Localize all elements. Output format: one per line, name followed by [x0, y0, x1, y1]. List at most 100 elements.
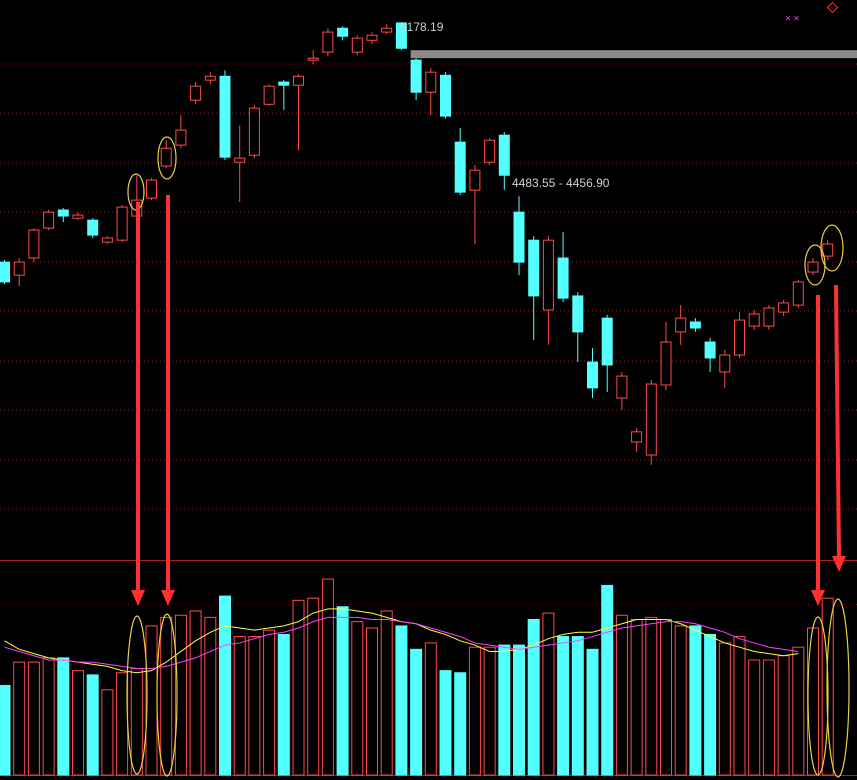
volume-bar — [586, 648, 599, 776]
candle-body — [616, 375, 628, 399]
volume-bar — [145, 625, 158, 776]
volume-bar — [601, 584, 614, 776]
arrowhead — [811, 590, 825, 606]
candle-body — [116, 206, 128, 241]
candle-body — [734, 319, 745, 356]
volume-bar — [498, 644, 511, 776]
candle-body — [190, 85, 202, 101]
candle-body — [13, 261, 25, 276]
volume-bar — [718, 642, 731, 776]
volume-bar — [748, 659, 761, 776]
candle-body — [689, 321, 701, 329]
volume-bar — [689, 625, 702, 776]
volume-bar — [542, 612, 555, 776]
volume-bar — [27, 661, 40, 776]
candle-body — [101, 237, 113, 243]
volume-bar — [174, 614, 187, 776]
candle-body — [395, 22, 407, 49]
candle-body — [792, 281, 804, 306]
volume-bar — [292, 599, 305, 776]
candle-body — [57, 209, 69, 217]
candle-body — [293, 75, 304, 86]
volume-bar — [557, 636, 570, 776]
candle-body — [160, 147, 172, 167]
volume-bar — [336, 606, 349, 776]
candle-body — [587, 361, 598, 389]
candle-body — [337, 27, 349, 37]
candle-body — [704, 341, 716, 359]
volume-bar — [277, 633, 290, 776]
arrowheads — [131, 556, 846, 606]
volume-bar — [792, 646, 805, 776]
volume-bar — [233, 636, 246, 776]
max-high-label: 5178.19 — [400, 20, 444, 34]
volume-bar — [263, 629, 276, 776]
arrows — [136, 195, 841, 592]
candle-body — [234, 157, 246, 163]
volume-bar — [777, 655, 790, 776]
volume-bar — [630, 619, 643, 776]
candle-body — [351, 37, 363, 53]
volume-bar — [468, 646, 481, 776]
volume-bar — [454, 672, 467, 776]
volume-bar — [160, 616, 173, 776]
candle-body — [175, 129, 187, 146]
candle-body — [87, 219, 99, 236]
volume-bar — [351, 621, 364, 776]
volume-bar — [733, 636, 746, 776]
highlight-ellipse — [157, 136, 177, 180]
volume-bar — [704, 633, 717, 776]
candle-body — [763, 307, 775, 327]
candle-body — [469, 169, 481, 191]
candle-body — [146, 179, 157, 199]
marker: × × — [785, 14, 800, 25]
volume-bar — [86, 674, 99, 776]
volume-bar — [615, 614, 628, 776]
volume-bar — [307, 597, 320, 776]
volume-bar — [807, 627, 819, 776]
highlight-ellipse — [126, 615, 148, 775]
volume-bar — [130, 668, 143, 776]
candle-body — [542, 239, 554, 311]
candle-body — [278, 81, 290, 86]
candle-body — [454, 141, 466, 193]
candle-body — [557, 257, 569, 299]
volume-bar — [0, 685, 11, 776]
candle-body — [43, 211, 55, 229]
candle-body — [307, 57, 319, 61]
volume-bar — [321, 578, 334, 776]
candle-body — [248, 107, 260, 156]
candle-body — [72, 214, 84, 219]
volume-bar — [101, 689, 114, 776]
volume-bar — [674, 625, 687, 776]
candle-body — [28, 229, 40, 259]
candle-body — [425, 71, 437, 93]
volume-bar — [424, 642, 437, 776]
candle-body — [660, 341, 672, 386]
annotations — [126, 136, 850, 778]
highlight-ellipse — [156, 613, 178, 777]
volume-bar — [366, 627, 378, 776]
volume-bar — [513, 644, 525, 776]
candle-body — [778, 302, 790, 313]
volume-bar — [13, 661, 26, 776]
candle-body — [263, 85, 275, 105]
volume-bar — [395, 625, 408, 776]
candle-body — [631, 431, 643, 443]
volume-bar — [410, 648, 423, 776]
candle-body — [807, 261, 819, 273]
highlight-ellipse — [820, 224, 844, 272]
volume-bar — [439, 670, 452, 776]
candle-body — [440, 74, 451, 117]
gap-label: 4483.55 - 4456.90 — [512, 176, 610, 190]
candle-body — [219, 75, 231, 158]
candle-body — [528, 239, 540, 297]
highlight-ellipse — [807, 616, 829, 776]
volume-bar — [219, 595, 231, 776]
candle-body — [410, 59, 422, 93]
candle-body — [572, 295, 584, 333]
volume-bar — [189, 610, 202, 776]
highlight-ellipse — [826, 598, 850, 778]
volume-bar — [42, 657, 55, 776]
marks — [0, 22, 857, 776]
